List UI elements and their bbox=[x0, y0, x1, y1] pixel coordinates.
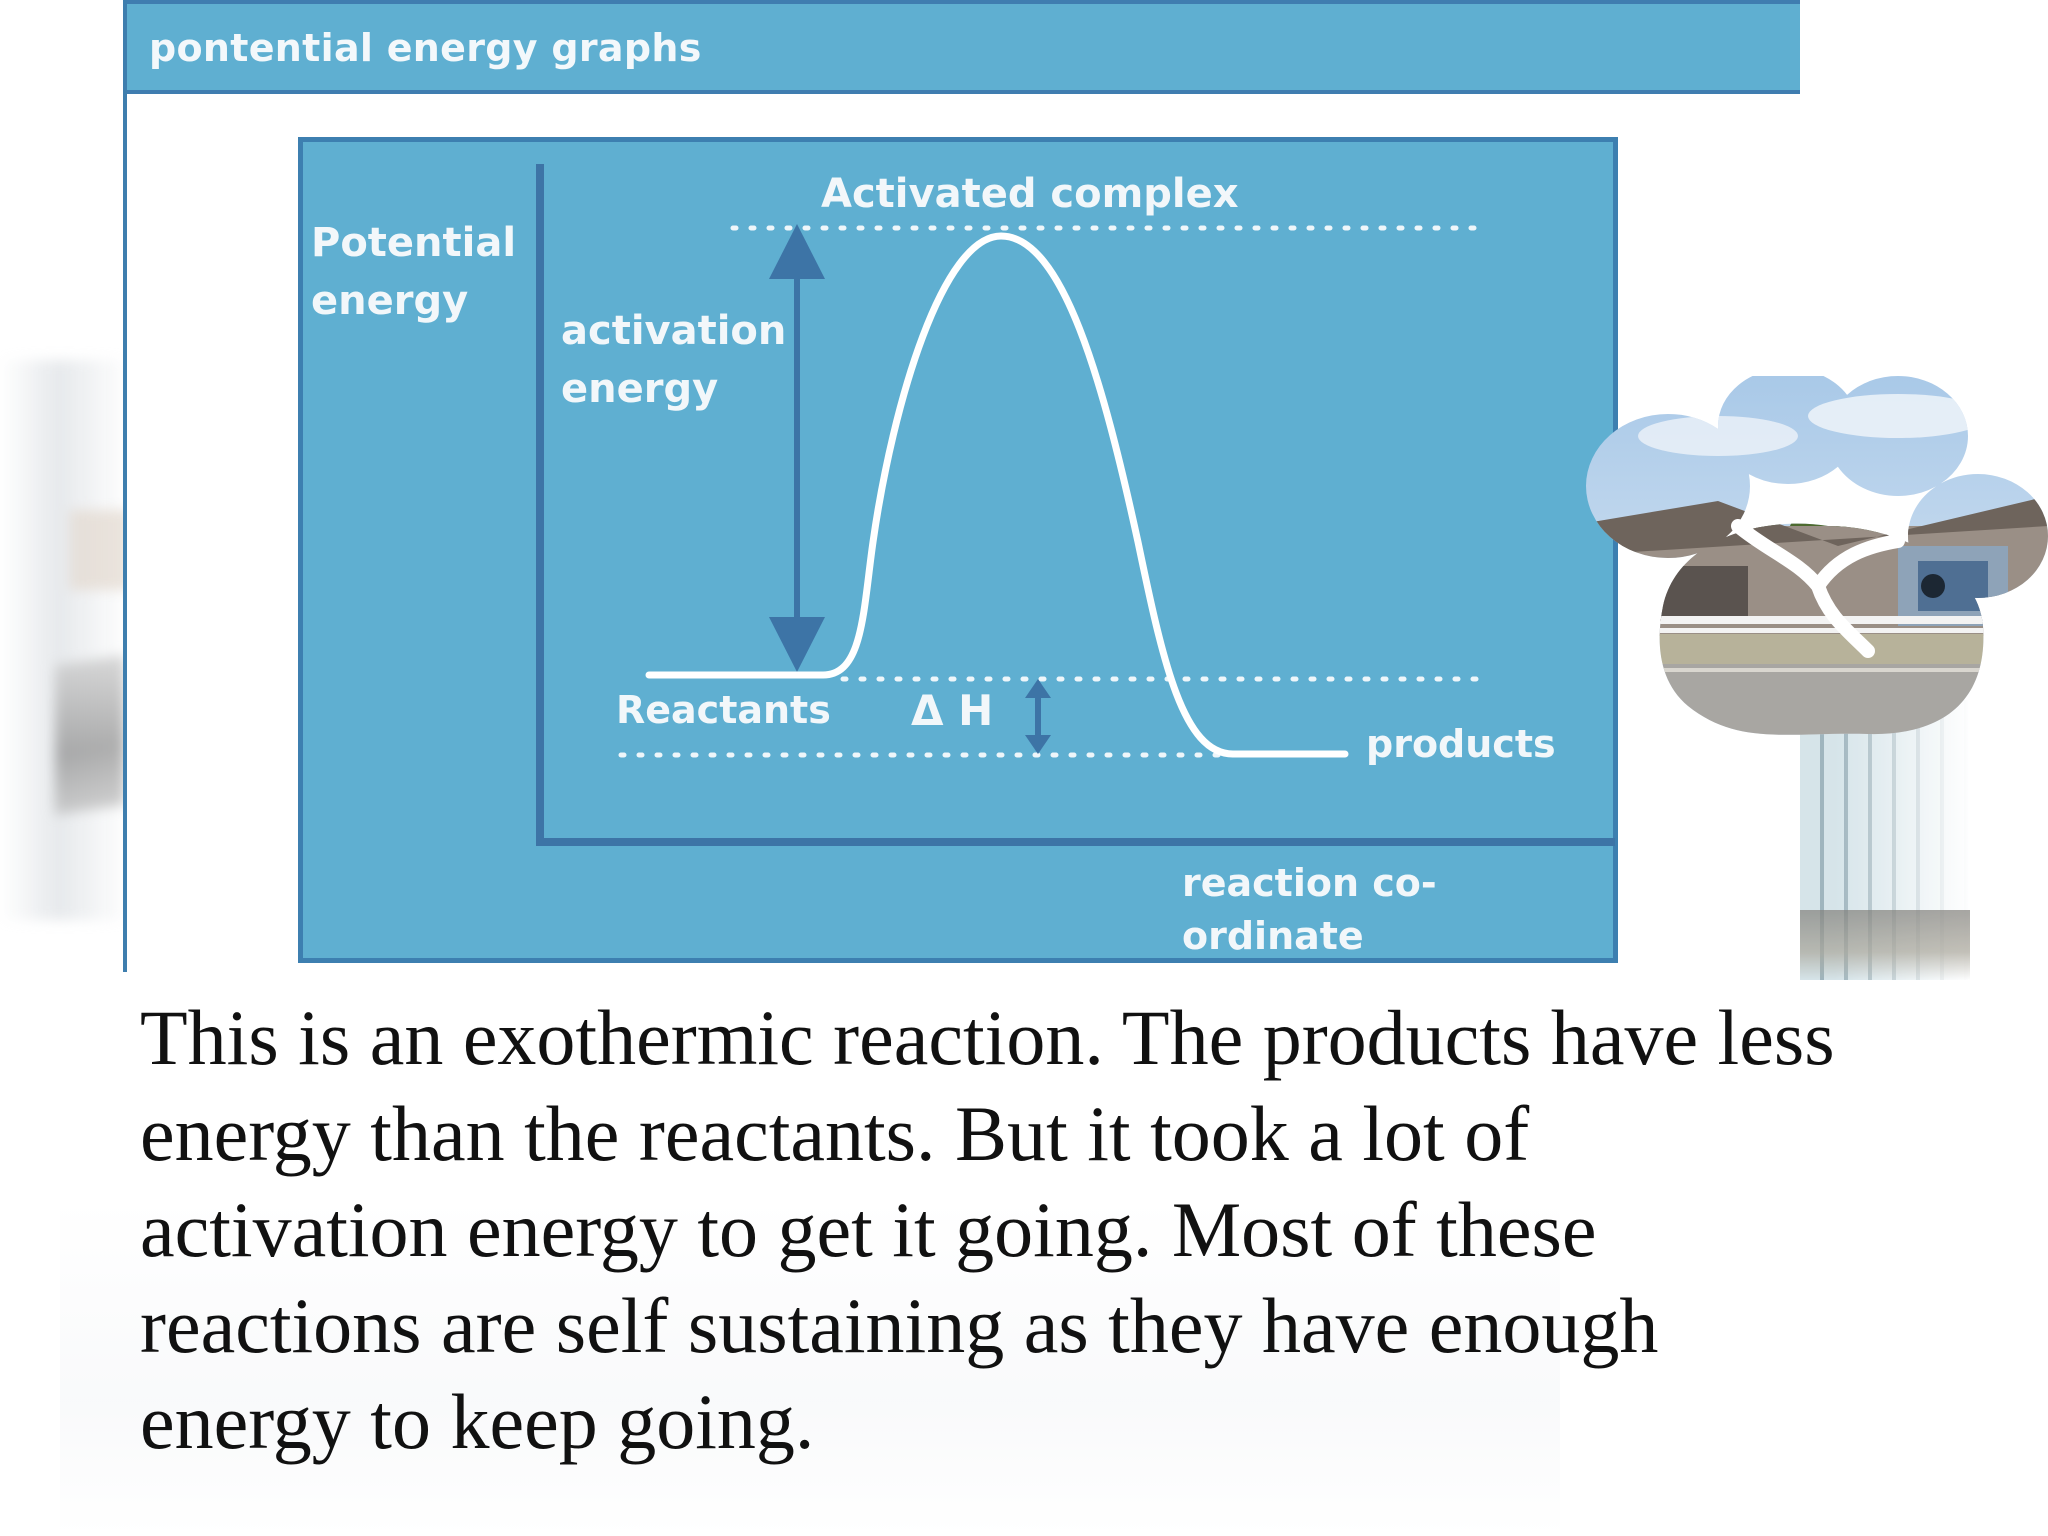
background-fade bbox=[60, 1200, 1560, 1536]
paw-crack bbox=[1731, 519, 1905, 658]
enthalpy-arrow-down bbox=[1025, 735, 1051, 754]
activation-energy-label: activation energy bbox=[561, 308, 787, 412]
enthalpy-arrow-up bbox=[1025, 679, 1051, 698]
slide-body-text: This is an exothermic reaction. The prod… bbox=[140, 994, 1835, 1465]
potential-energy-diagram: Potential energy activation energy Activ… bbox=[298, 137, 1618, 963]
paw-photo bbox=[1586, 376, 2048, 735]
slide-panel: pontential energy graphs Potential energ… bbox=[123, 0, 1800, 972]
paw-print-image bbox=[1586, 376, 2048, 735]
reactants-label: Reactants bbox=[616, 688, 831, 732]
slide-title: pontential energy graphs bbox=[149, 26, 702, 70]
background-building-fragment bbox=[55, 655, 125, 815]
activation-energy-arrow-down bbox=[769, 617, 825, 672]
background-building-fragment bbox=[70, 510, 130, 590]
diagram-graphics bbox=[536, 164, 1615, 846]
reaction-curve bbox=[645, 232, 1349, 758]
title-bar: pontential energy graphs bbox=[127, 0, 1800, 94]
y-axis-label: Potential energy bbox=[311, 220, 517, 324]
background-photo-left bbox=[0, 360, 130, 920]
enthalpy-label: Δ H bbox=[911, 686, 994, 735]
background-building-right bbox=[1800, 700, 1970, 980]
x-axis-label: reaction co-ordinate bbox=[1182, 861, 1437, 959]
products-label: products bbox=[1366, 722, 1556, 766]
activation-energy-arrow-up bbox=[769, 224, 825, 279]
activated-complex-label: Activated complex bbox=[821, 171, 1239, 217]
